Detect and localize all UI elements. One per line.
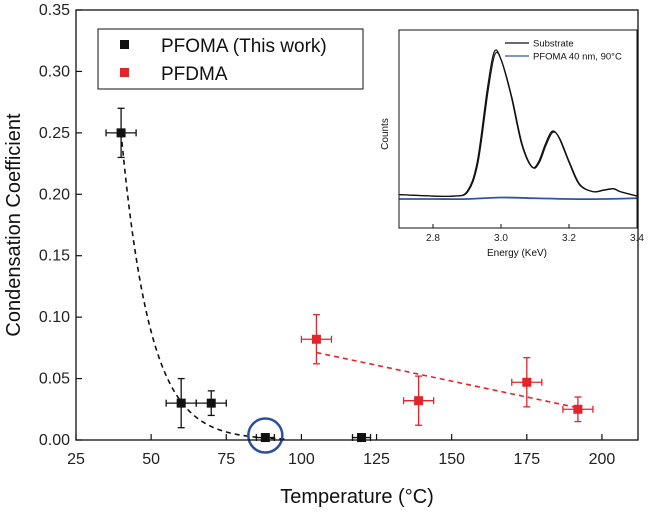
pfoma-point-3 [260,433,270,443]
y-tick-label-4: 0.20 [39,186,70,203]
inset-series-lines [398,49,638,201]
pfoma-point-0 [116,128,126,138]
pfoma-trend-line [120,132,287,440]
main-tick-labels: 25 50 75 100 125 150 175 200 0.00 0.05 0.10 0.15 0.2… [39,2,616,468]
x-tick-label-2: 75 [217,451,235,468]
pfoma-point-1 [176,398,186,408]
legend-label-pfoma: PFOMA (This work) [161,36,327,57]
inset-x-tick-label-2: 3.2 [562,233,576,244]
inset-legend-label-pfoma: PFOMA 40 nm, 90°C [533,52,622,63]
pfoma-point-2 [206,398,216,408]
inset-x-tick-label-0: 2.8 [426,233,440,244]
y-tick-label-3: 0.15 [39,248,70,265]
legend-label-pfdma: PFDMA [161,64,228,85]
x-tick-label-3: 100 [288,451,315,468]
y-tick-label-1: 0.05 [39,371,70,388]
x-tick-label-1: 50 [142,451,160,468]
x-axis-title: Temperature (°C) [280,486,434,508]
pfoma-point-4 [357,433,367,443]
main-data-points [116,128,583,454]
inset-tick-labels: 2.8 3.0 3.2 3.4 [426,233,644,244]
pfdma-point-2 [522,377,532,387]
inset-legend-label-substrate: Substrate [533,39,574,50]
inset-y-axis-title: Counts [380,118,391,150]
main-trend-lines [120,132,579,440]
inset-x-axis-title: Energy (KeV) [487,248,547,259]
y-tick-label-2: 0.10 [39,309,70,326]
x-tick-label-5: 150 [438,451,465,468]
inset-x-tick-label-1: 3.0 [494,233,508,244]
highlight-circle [247,417,284,454]
inset-legend: Substrate PFOMA 40 nm, 90°C [505,39,622,63]
legend-box [97,28,364,90]
inset-plot-frame [398,29,638,229]
y-tick-label-5: 0.25 [39,125,70,142]
x-tick-label-4: 125 [363,451,390,468]
legend-marker-pfdma [120,68,129,77]
inset-x-tick-label-3: 3.4 [630,233,644,244]
x-tick-label-7: 200 [589,451,616,468]
legend: PFOMA (This work) PFDMA [97,28,364,90]
pfdma-point-3 [573,404,583,414]
pfdma-point-0 [311,334,321,344]
y-tick-label-6: 0.30 [39,63,70,80]
y-tick-label-0: 0.00 [39,432,70,449]
inset-plot: 2.8 3.0 3.2 3.4 Energy (KeV) Counts Substra… [380,29,644,259]
inset-pfoma-line [399,196,638,201]
legend-marker-pfoma [120,40,129,49]
inset-substrate-line-repeat [399,51,638,198]
y-axis-title: Condensation Coefficient [3,113,25,337]
y-tick-label-7: 0.35 [39,2,70,19]
main-plot: 25 50 75 100 125 150 175 200 0.00 0.05 0.10 0.15 0.2… [3,2,639,508]
main-plot-frame [75,9,639,441]
pfdma-point-1 [414,396,424,406]
x-tick-label-6: 175 [513,451,540,468]
x-tick-label-0: 25 [67,451,85,468]
